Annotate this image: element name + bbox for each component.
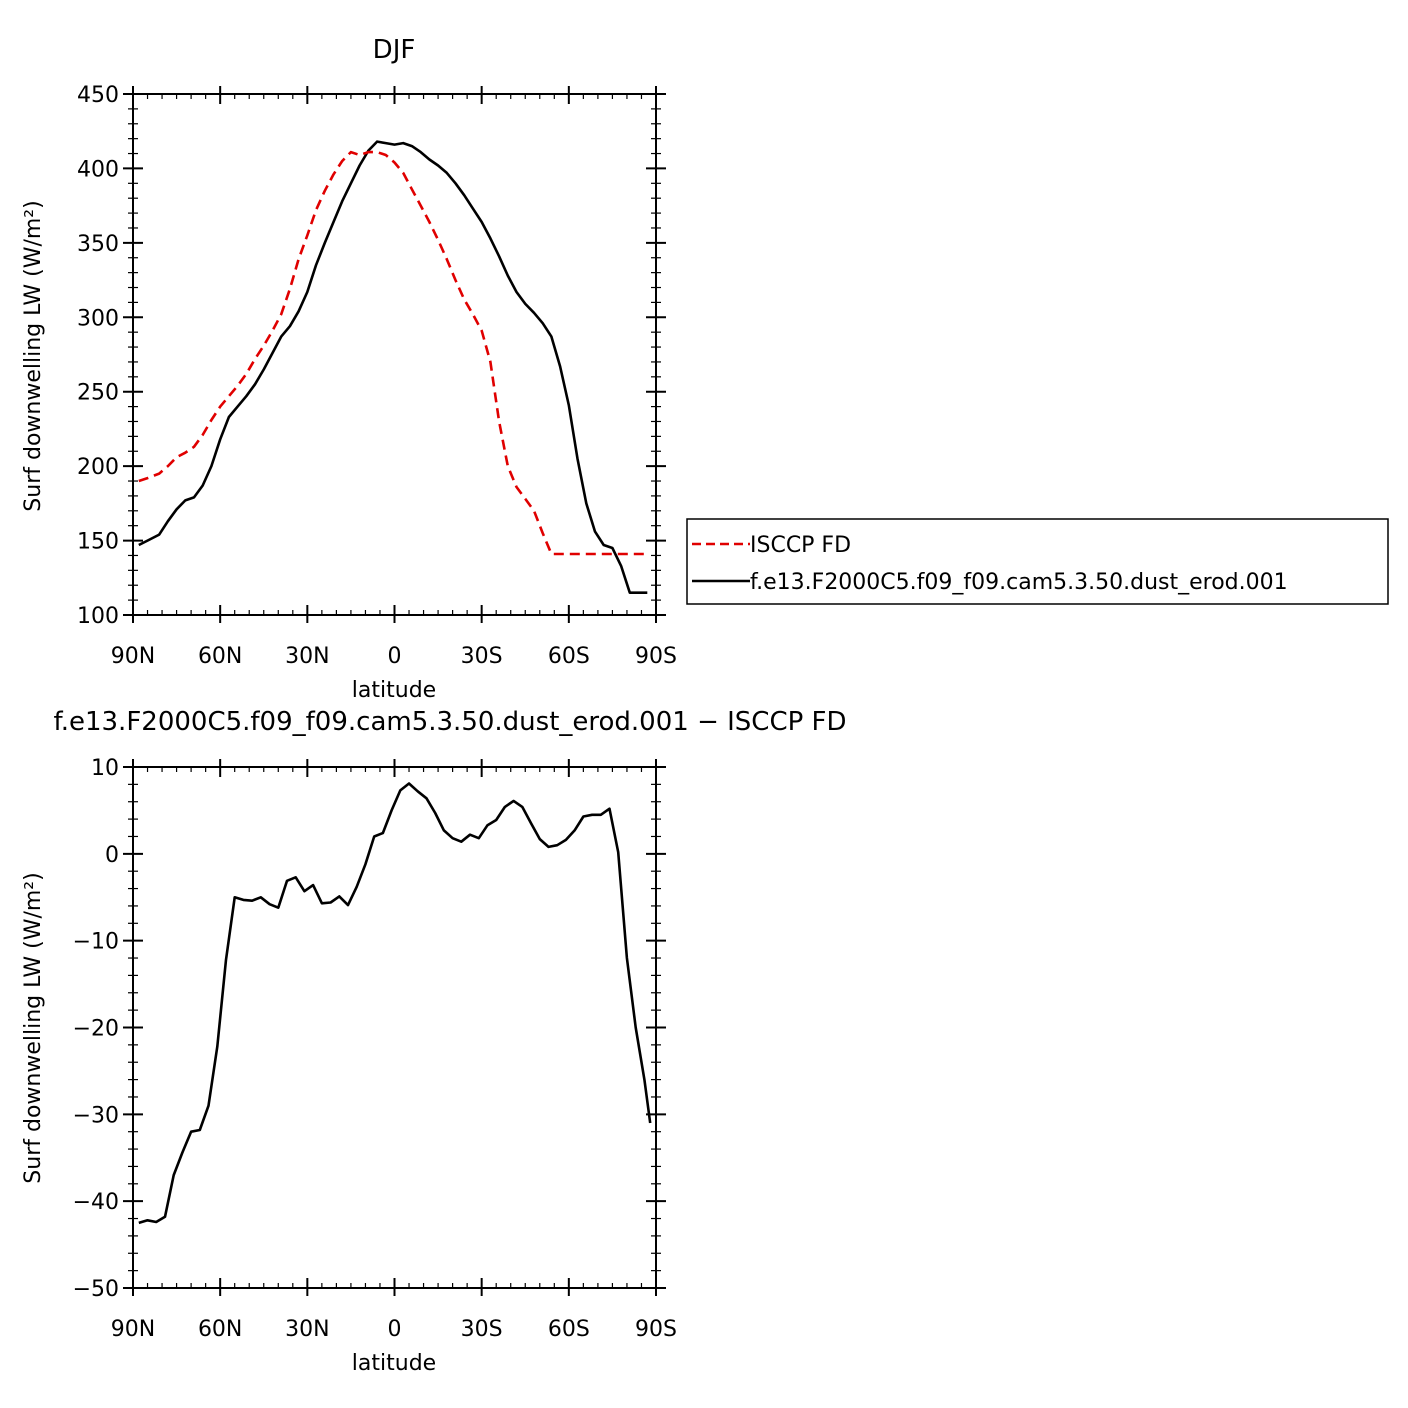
series-lines	[138, 140, 648, 595]
y-tick-label: −30	[73, 1103, 119, 1128]
x-tick-label: 0	[388, 1317, 402, 1342]
y-axis-label: Surf downwelling LW (W/m²)	[21, 200, 46, 511]
y-tick-label: 100	[77, 604, 119, 629]
isccp-line	[138, 150, 648, 556]
x-tick-label: 90N	[111, 1317, 155, 1342]
y-tick-label: 150	[77, 530, 119, 555]
y-tick-label: 300	[77, 306, 119, 331]
legend: ISCCP FD f.e13.F2000C5.f09_f09.cam5.3.50…	[686, 518, 1389, 605]
difference-title: f.e13.F2000C5.f09_f09.cam5.3.50.dust_ero…	[53, 707, 846, 737]
x-tick-label: 30N	[285, 1317, 329, 1342]
x-tick-label: 30S	[461, 1317, 503, 1342]
y-tick-label: 200	[77, 455, 119, 480]
x-axis-label: latitude	[352, 1351, 436, 1376]
model-line	[138, 140, 648, 595]
y-tick-label: −50	[73, 1277, 119, 1302]
x-tick-label: 30N	[285, 644, 329, 669]
y-tick-label: 350	[77, 232, 119, 257]
x-tick-label: 90S	[635, 1317, 677, 1342]
chart-title: DJF	[373, 35, 416, 65]
x-tick-label: 60N	[198, 1317, 242, 1342]
y-axis-label: Surf downwelling LW (W/m²)	[21, 872, 46, 1183]
bottom-panel: f.e13.F2000C5.f09_f09.cam5.3.50.dust_ero…	[21, 707, 847, 1376]
x-tick-label: 60S	[548, 644, 590, 669]
tick-marks	[123, 86, 666, 623]
x-tick-label: 0	[388, 644, 402, 669]
plot-frame	[132, 93, 657, 616]
x-tick-label: 90N	[111, 644, 155, 669]
model-line	[138, 782, 652, 1225]
tick-marks	[123, 759, 666, 1296]
x-tick-label: 90S	[635, 644, 677, 669]
top-panel: DJF 90N 60N 30N 0 30S 60S 90S 100 150 200 250 300 35…	[21, 35, 677, 703]
y-tick-label: 0	[105, 843, 119, 868]
y-tick-label: 250	[77, 381, 119, 406]
x-tick-label: 60N	[198, 644, 242, 669]
legend-label-isccp: ISCCP FD	[750, 533, 851, 558]
x-axis-label: latitude	[352, 678, 436, 703]
legend-label-model: f.e13.F2000C5.f09_f09.cam5.3.50.dust_ero…	[750, 570, 1288, 595]
y-tick-label: −10	[73, 930, 119, 955]
y-tick-label: 450	[77, 83, 119, 108]
x-tick-label: 60S	[548, 1317, 590, 1342]
tick-labels: 90N 60N 30N 0 30S 60S 90S 100 150 200 250 300 350 400…	[77, 83, 677, 669]
x-tick-label: 30S	[461, 644, 503, 669]
y-tick-label: 400	[77, 157, 119, 182]
y-tick-label: 10	[91, 756, 119, 781]
tick-labels: 90N 60N 30N 0 30S 60S 90S −50 −40 −30 −20 −10 0 10	[73, 756, 677, 1342]
y-tick-label: −40	[73, 1190, 119, 1215]
legend-box	[686, 518, 1389, 605]
series-lines	[138, 782, 652, 1225]
plot-frame	[132, 766, 657, 1289]
y-tick-label: −20	[73, 1017, 119, 1042]
